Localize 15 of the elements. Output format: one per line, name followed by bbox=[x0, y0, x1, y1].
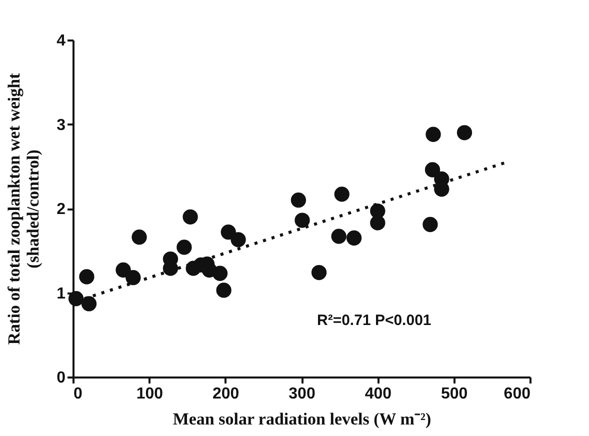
y-tick-label: 3 bbox=[56, 116, 66, 134]
y-tick-label: 4 bbox=[56, 32, 66, 50]
y-tick-label: 0 bbox=[56, 370, 66, 386]
x-tick-label: 200 bbox=[212, 386, 240, 402]
x-tick-label: 0 bbox=[74, 386, 82, 402]
x-tick-label: 400 bbox=[364, 386, 392, 402]
y-tick-label: 2 bbox=[56, 201, 66, 218]
x-tick-label: 300 bbox=[288, 386, 316, 402]
x-tick-label: 500 bbox=[440, 386, 468, 402]
y-axis-title: Ratio of total zooplankton wet weight (shaded/control) bbox=[4, 72, 43, 345]
annotation: R²=0.71 P<0.001 bbox=[317, 312, 432, 329]
y-tick-label: 1 bbox=[56, 285, 66, 302]
x-tick-label: 100 bbox=[136, 386, 164, 402]
x-axis-title: Mean solar radiation levels (W m⁻²) bbox=[172, 410, 432, 428]
x-tick-label: 600 bbox=[504, 386, 531, 402]
